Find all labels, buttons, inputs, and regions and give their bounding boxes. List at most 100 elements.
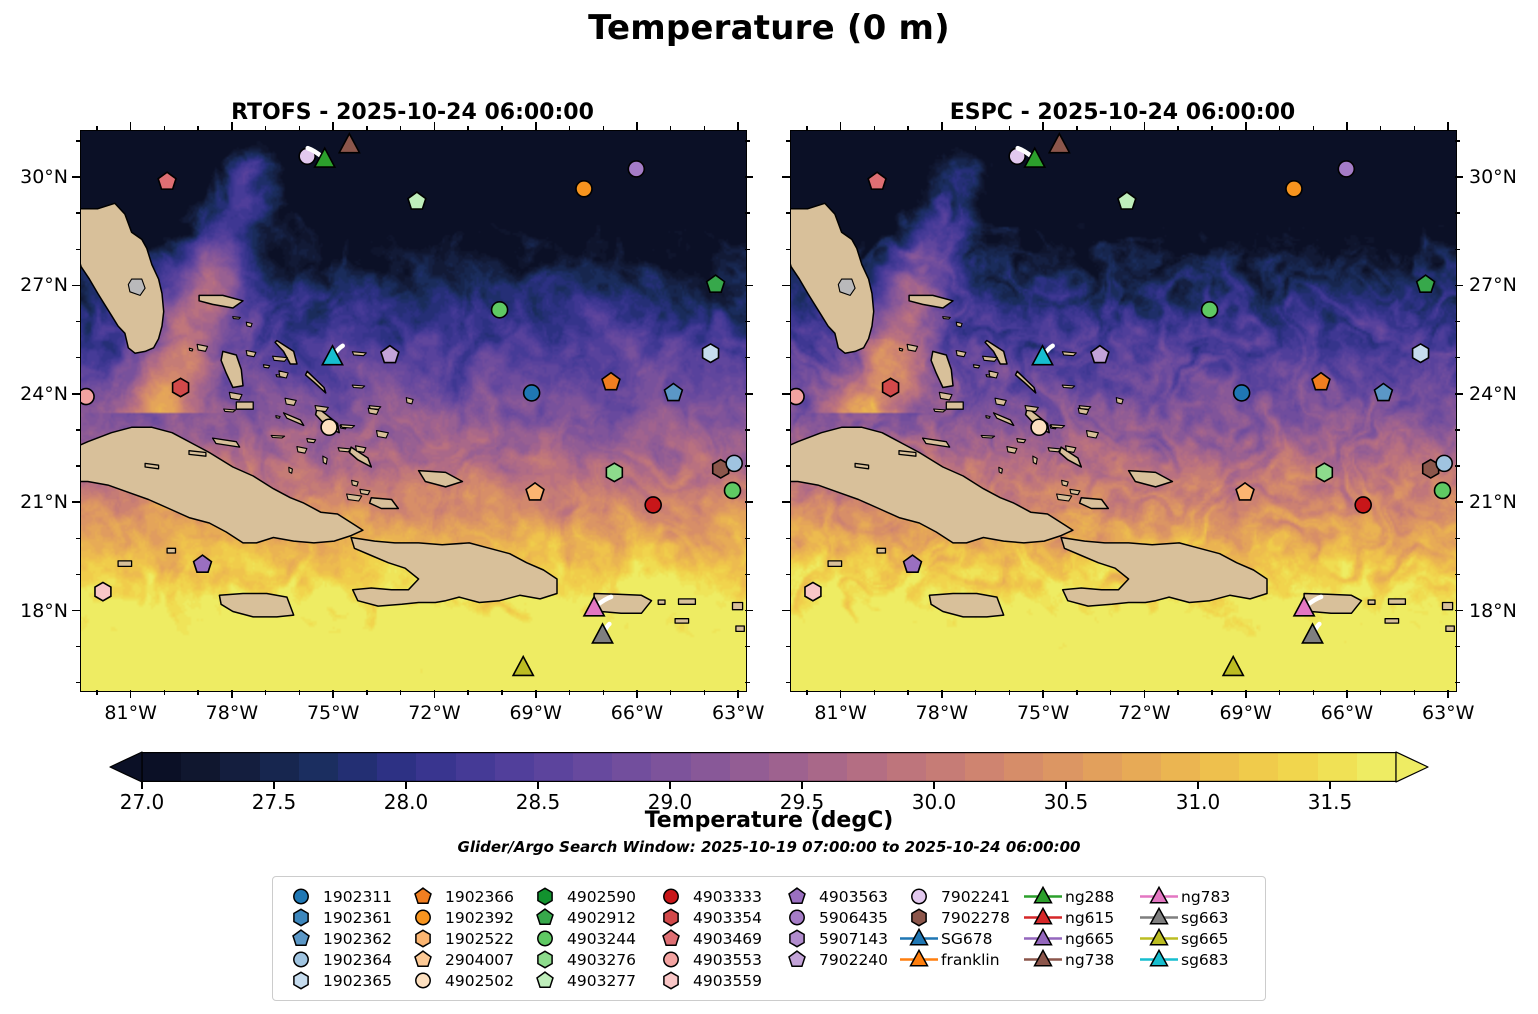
legend-item-5906435[interactable]: 5906435: [775, 907, 897, 928]
legend-item-4903563[interactable]: 4903563: [775, 886, 897, 907]
marker-7902240[interactable]: [1089, 344, 1110, 364]
marker-1902311[interactable]: [522, 384, 541, 402]
legend-item-ng783[interactable]: ng783: [1137, 885, 1249, 907]
marker-5906435[interactable]: [1337, 160, 1356, 178]
platform-marker-layer[interactable]: [81, 131, 746, 691]
marker-sg665[interactable]: [511, 654, 535, 677]
marker-ng783[interactable]: [582, 594, 614, 617]
legend-item-4902590[interactable]: 4902590: [523, 886, 649, 907]
marker-sg683[interactable]: [321, 343, 345, 366]
x-tick-minor: [197, 690, 199, 695]
marker-ng783[interactable]: [1292, 594, 1324, 617]
marker-1902522[interactable]: [1235, 481, 1255, 501]
marker-1902365[interactable]: [1411, 343, 1430, 364]
marker-5906435[interactable]: [627, 160, 646, 178]
marker-sg683[interactable]: [1031, 343, 1055, 366]
legend-item-7902241[interactable]: 7902241: [897, 886, 1021, 907]
map-panel-espc[interactable]: [790, 130, 1457, 692]
marker-4902502[interactable]: [1030, 418, 1048, 437]
legend-item-sg683[interactable]: sg683: [1137, 948, 1249, 970]
legend-item-SG678[interactable]: SG678: [897, 927, 1021, 949]
legend-item-1902392[interactable]: 1902392: [401, 907, 523, 928]
legend-item-ng288[interactable]: ng288: [1021, 885, 1137, 907]
marker-4903563[interactable]: [902, 554, 923, 573]
marker-4903244[interactable]: [1200, 301, 1219, 319]
marker-4903244[interactable]: [490, 301, 509, 319]
marker-1902366[interactable]: [601, 371, 621, 391]
marker-4902912[interactable]: [1415, 274, 1436, 293]
legend-item-4903277[interactable]: 4903277: [523, 970, 649, 991]
legend-item-4902912[interactable]: 4902912: [523, 907, 649, 928]
marker-1902364[interactable]: [725, 454, 743, 473]
map-panel-rtofs[interactable]: [80, 130, 747, 692]
marker-sg665[interactable]: [1221, 654, 1245, 677]
x-tick-minor-top: [806, 125, 808, 130]
marker-4903563[interactable]: [192, 554, 213, 573]
marker-4902912[interactable]: [705, 274, 726, 293]
marker-1902365[interactable]: [701, 343, 720, 364]
legend-item-ng665[interactable]: ng665: [1021, 927, 1137, 949]
legend-item-4903559[interactable]: 4903559: [649, 970, 775, 991]
marker-4903354[interactable]: [881, 377, 900, 398]
legend-item-4903244[interactable]: 4903244: [523, 928, 649, 949]
marker-4902502[interactable]: [320, 418, 338, 437]
marker-1902362[interactable]: [1373, 382, 1394, 402]
legend-item-7902278[interactable]: 7902278: [897, 907, 1021, 928]
marker-4903333[interactable]: [644, 496, 662, 514]
legend-item-1902311[interactable]: 1902311: [279, 886, 401, 907]
marker-1902364[interactable]: [1435, 454, 1453, 473]
legend-item-4903469[interactable]: 4903469: [649, 928, 775, 949]
legend-item-5907143[interactable]: 5907143: [775, 928, 897, 949]
marker-4903333[interactable]: [1354, 496, 1372, 514]
marker-4903553[interactable]: [790, 387, 805, 406]
marker-ng738[interactable]: [1047, 132, 1071, 154]
legend-item-4902502[interactable]: 4902502: [401, 970, 523, 991]
legend-item-sg663[interactable]: sg663: [1137, 906, 1249, 928]
legend-item-ng738[interactable]: ng738: [1021, 948, 1137, 970]
legend-item-4903333[interactable]: 4903333: [649, 886, 775, 907]
marker-ng288[interactable]: [305, 145, 337, 168]
legend-item-2904007[interactable]: 2904007: [401, 949, 523, 970]
marker-sg663[interactable]: [591, 621, 614, 644]
legend-item-ng615[interactable]: ng615: [1021, 906, 1137, 928]
marker-ng288[interactable]: [1015, 145, 1047, 168]
marker-1902366[interactable]: [1311, 371, 1331, 391]
marker-1902392[interactable]: [575, 180, 593, 198]
marker-ng738[interactable]: [337, 132, 361, 154]
marker-1902311[interactable]: [1232, 384, 1251, 402]
marker-1902522[interactable]: [525, 481, 545, 501]
legend-item-4903553[interactable]: 4903553: [649, 949, 775, 970]
marker-4903244b[interactable]: [723, 481, 742, 500]
marker-4903276[interactable]: [605, 462, 624, 483]
marker-4903553[interactable]: [80, 387, 95, 406]
legend-item-franklin[interactable]: franklin: [897, 948, 1021, 970]
legend-item-1902366[interactable]: 1902366: [401, 886, 523, 907]
colorbar[interactable]: 27.0 27.5 28.0 28.5 29.0 29.5 30.0 30.5 31.0 31.5: [109, 751, 1429, 814]
marker-4903469[interactable]: [157, 171, 177, 190]
legend-item-sg665[interactable]: sg665: [1137, 927, 1249, 949]
marker-4903354[interactable]: [171, 377, 190, 398]
marker-4903277[interactable]: [406, 191, 427, 210]
marker-4903559[interactable]: [804, 581, 822, 602]
marker-1902362[interactable]: [663, 382, 684, 402]
marker-4903276[interactable]: [1315, 462, 1334, 483]
marker-4903469[interactable]: [867, 171, 887, 190]
marker-4903559[interactable]: [94, 581, 112, 602]
legend-item-1902365[interactable]: 1902365: [279, 970, 401, 991]
legend-item-4903276[interactable]: 4903276: [523, 949, 649, 970]
legend-item-1902364[interactable]: 1902364: [279, 949, 401, 970]
marker-1902392[interactable]: [1285, 180, 1303, 198]
marker-sg663[interactable]: [1301, 621, 1324, 644]
legend-item-1902362[interactable]: 1902362: [279, 928, 401, 949]
marker-4903277[interactable]: [1116, 191, 1137, 210]
marker-4903244b[interactable]: [1433, 481, 1452, 500]
y-tick-minor-right: [745, 682, 750, 684]
marker-7902240[interactable]: [379, 344, 400, 364]
legend-item-7902240[interactable]: 7902240: [775, 949, 897, 970]
legend-item-4903354[interactable]: 4903354: [649, 907, 775, 928]
legend-box[interactable]: 1902311 1902361 1902362 1902364 1902365 19023…: [272, 876, 1266, 1001]
legend-item-1902361[interactable]: 1902361: [279, 907, 401, 928]
legend-item-1902522[interactable]: 1902522: [401, 928, 523, 949]
legend-label: 1902311: [323, 887, 393, 906]
platform-marker-layer[interactable]: [791, 131, 1456, 691]
